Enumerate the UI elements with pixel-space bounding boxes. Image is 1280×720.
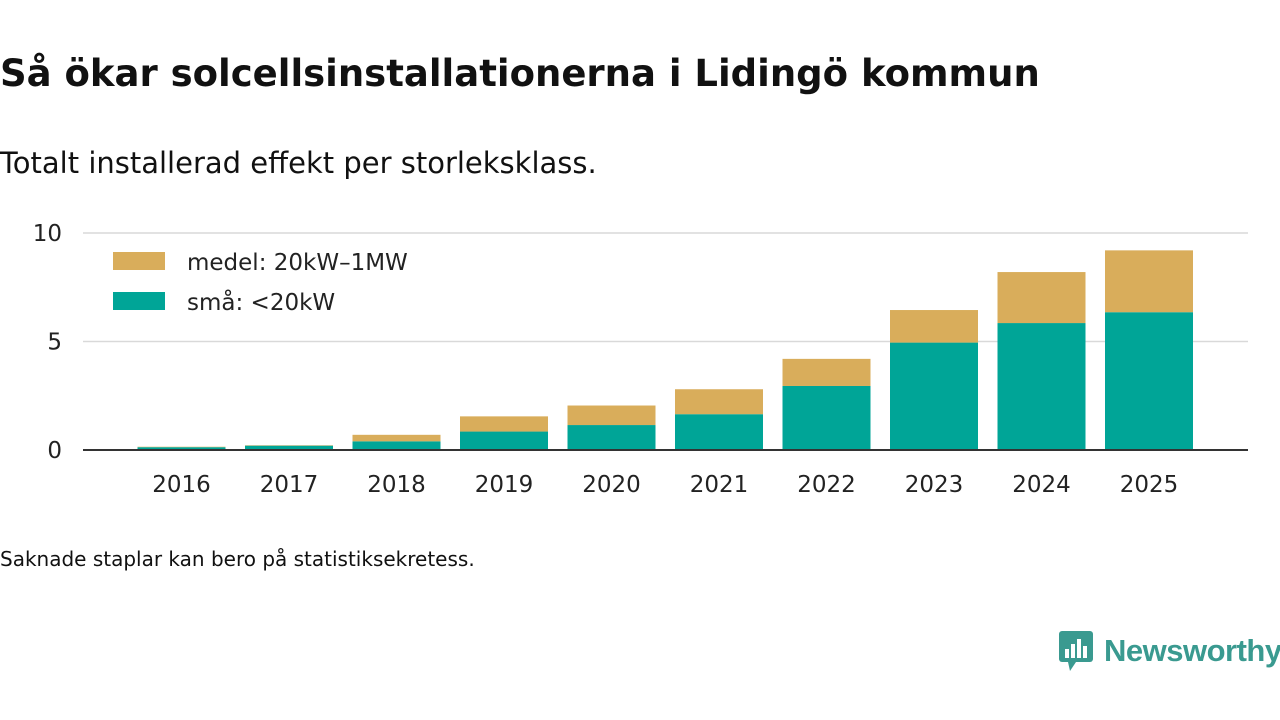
- bar-medel-2018: [352, 434, 441, 442]
- x-tick-labels: 2016 2017 2018 2019 2020 2021 2022 2023 2024 2025: [152, 472, 1178, 498]
- bar-medel-2025: [1105, 250, 1193, 313]
- bar-sma-2025: [1105, 312, 1193, 450]
- x-tick-label: 2023: [905, 472, 964, 498]
- x-tick-label: 2019: [475, 472, 534, 498]
- bar-sma-2017: [245, 445, 333, 450]
- newsworthy-logo-icon: [1059, 631, 1093, 671]
- x-tick-label: 2017: [260, 472, 319, 498]
- x-tick-label: 2021: [690, 472, 749, 498]
- bar-sma-2024: [997, 323, 1086, 450]
- chart-subtitle: Totalt installerad effekt per storlekskl…: [0, 146, 597, 180]
- bar-sma-2018: [352, 441, 441, 450]
- bars: [137, 250, 1193, 450]
- bar-medel-2021: [675, 389, 763, 415]
- y-tick-labels: 0 5 10: [33, 221, 62, 464]
- bar-sma-2023: [890, 342, 978, 450]
- bar-medel-2024: [997, 272, 1086, 324]
- y-tick-label: 10: [33, 221, 62, 247]
- bar-medel-2022: [782, 358, 871, 386]
- y-tick-label: 5: [47, 330, 62, 356]
- footnote: Saknade staplar kan bero på statistiksek…: [0, 547, 475, 571]
- x-tick-label: 2022: [797, 472, 856, 498]
- x-tick-label: 2018: [367, 472, 426, 498]
- brand-logo: Newsworthy: [1058, 630, 1280, 672]
- x-tick-label: 2024: [1012, 472, 1071, 498]
- bar-sma-2016: [137, 447, 226, 450]
- legend-swatch-sma: [113, 292, 165, 310]
- bar-medel-2019: [460, 416, 548, 432]
- legend-label-medel: medel: 20kW–1MW: [187, 250, 408, 276]
- bar-medel-2020: [567, 405, 656, 426]
- brand-name: Newsworthy: [1104, 633, 1280, 668]
- legend-swatch-medel: [113, 252, 165, 270]
- x-tick-label: 2025: [1120, 472, 1179, 498]
- chart-title: Så ökar solcellsinstallationerna i Lidin…: [0, 52, 1040, 95]
- bar-sma-2020: [567, 425, 656, 450]
- x-tick-label: 2016: [152, 472, 211, 498]
- bar-sma-2019: [460, 431, 548, 450]
- bar-sma-2021: [675, 414, 763, 450]
- y-tick-label: 0: [47, 438, 62, 464]
- x-tick-label: 2020: [582, 472, 641, 498]
- legend: medel: 20kW–1MW små: <20kW: [113, 250, 408, 316]
- bar-medel-2023: [890, 310, 978, 343]
- bar-sma-2022: [782, 385, 871, 450]
- legend-label-sma: små: <20kW: [187, 288, 335, 316]
